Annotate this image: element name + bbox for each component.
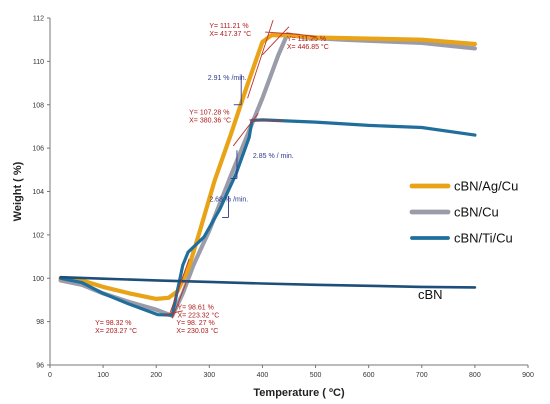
- x-tick-label: 400: [257, 372, 269, 379]
- annotation: Y= 98. 27 % X= 230.03 °C: [176, 320, 218, 335]
- tangent-line: [169, 258, 190, 314]
- legend-label: cBN/Ag/Cu: [454, 179, 518, 194]
- x-tick-label: 900: [522, 372, 534, 379]
- annotation-line: 2.85 % / min.: [253, 153, 294, 160]
- tangent-line: [262, 26, 290, 56]
- y-tick-label: 104: [32, 189, 44, 196]
- series-line-cbn-cu: [58, 32, 477, 318]
- annotation-line: X= 446.85 °C: [287, 43, 329, 51]
- annotation-line: 2.91 % /min.: [208, 75, 247, 82]
- y-tick-label: 108: [32, 102, 44, 109]
- y-axis-title: Weight ( %): [12, 161, 24, 221]
- series-line-cbn: [59, 275, 477, 289]
- x-tick-label: 100: [97, 372, 109, 379]
- annotation: Y= 98.61 % X= 223.32 °C: [177, 305, 219, 320]
- tangent-line: [247, 20, 274, 99]
- y-tick-label: 110: [33, 59, 44, 66]
- annotation-line: Y= 98.32 %: [95, 320, 131, 327]
- annotation-line: X= 380.36 °C: [189, 117, 231, 125]
- x-tick-label: 500: [310, 372, 322, 379]
- annotation-line: Y= 98. 27 %: [176, 320, 214, 327]
- annotation-line: Y= 111.25 %: [287, 36, 326, 43]
- annotation: 2.68 % /min.: [209, 196, 248, 203]
- x-tick-label: 600: [363, 372, 375, 379]
- annotation: Y= 111.25 % X= 446.85 °C: [287, 36, 329, 51]
- annotation-line: X= 223.32 °C: [177, 312, 219, 320]
- x-tick-label: 800: [469, 372, 481, 379]
- annotation: Y= 107.28 % X= 380.36 °C: [189, 110, 231, 125]
- annotation: Y= 111.21 % X= 417.37 °C: [209, 23, 251, 38]
- y-tick-label: 106: [32, 146, 44, 153]
- tangent-line: [286, 32, 316, 37]
- tangent-line: [163, 310, 183, 316]
- annotation: 2.85 % / min.: [253, 153, 294, 160]
- annotation-line: X= 417.37 °C: [209, 30, 251, 38]
- annotation: 2.91 % /min.: [208, 75, 247, 82]
- y-tick-label: 112: [33, 16, 44, 23]
- tangent-line: [171, 280, 188, 319]
- annotation: Y= 98.32 % X= 203.27 °C: [95, 320, 137, 335]
- x-tick-label: 300: [203, 372, 215, 379]
- x-tick-label: 200: [150, 372, 162, 379]
- series-line-cbn-ag-cu: [58, 33, 477, 301]
- legend-label: cBN/Cu: [454, 205, 499, 220]
- legend-label: cBN/Ti/Cu: [454, 231, 513, 246]
- series-label-cbn: cBN: [418, 287, 443, 302]
- y-tick-label: 96: [36, 363, 44, 370]
- annotation-line: X= 230.03 °C: [176, 327, 218, 335]
- x-tick-label: 0: [48, 372, 52, 379]
- annotation-line: 2.68 % /min.: [209, 196, 248, 203]
- annotation-line: Y= 98.61 %: [177, 305, 213, 312]
- plot-area: 96 98 100 102 104 106 108 110 112 0 100 200 300 400 50…: [12, 16, 534, 400]
- annotation-line: Y= 111.21 %: [209, 23, 248, 30]
- tangent-line: [232, 113, 259, 147]
- annotation-line: X= 203.27 °C: [95, 327, 137, 335]
- series-line-cbn-ti-cu: [59, 118, 477, 317]
- y-tick-label: 102: [32, 232, 44, 239]
- annotation-line: Y= 107.28 %: [189, 110, 229, 117]
- y-tick-label: 100: [32, 276, 44, 283]
- y-tick-label: 98: [36, 319, 44, 326]
- x-tick-label: 700: [416, 372, 428, 379]
- x-axis-title: Temperature ( ºC): [253, 387, 345, 399]
